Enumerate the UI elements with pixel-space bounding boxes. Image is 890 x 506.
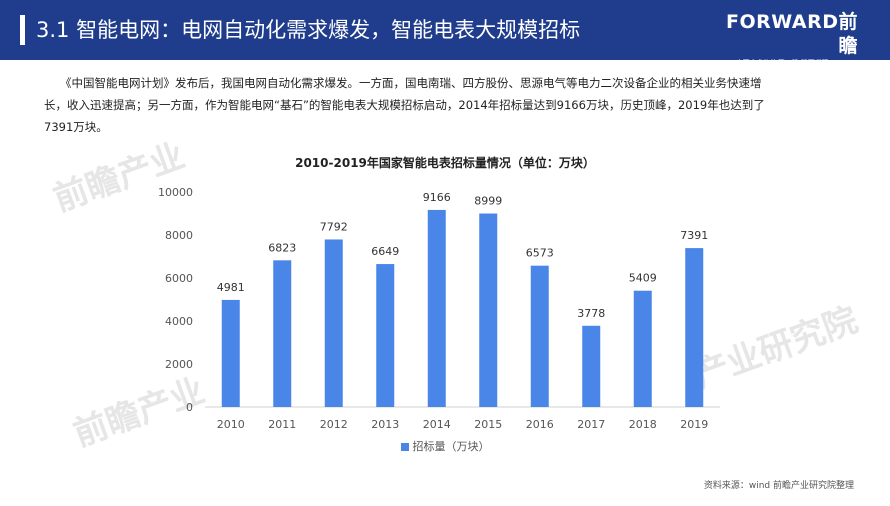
data-label-2019: 7391 (680, 229, 708, 242)
legend-label: 招标量（万块） (412, 440, 490, 453)
brand-logo: FORWARD前瞻 中国产业咨询第一股 股票代码:839599 (708, 10, 858, 68)
y-tick-label-2: 4000 (165, 315, 193, 328)
bar-2013 (376, 264, 395, 407)
intro-line-1: 《中国智能电网计划》发布后，我国电网自动化需求爆发。一方面，国电南瑞、四方股份、… (60, 76, 762, 90)
x-tick-label-2014: 2014 (423, 418, 451, 431)
data-label-2014: 9166 (423, 191, 451, 204)
logo-subtitle: 中国产业咨询第一股 股票代码:839599 (735, 59, 858, 67)
x-tick-label-2019: 2019 (680, 418, 708, 431)
bar-2015 (479, 213, 498, 407)
bar-2011 (273, 260, 292, 407)
y-tick-label-4: 8000 (165, 229, 193, 242)
bar-2014 (427, 209, 446, 407)
bar-2016 (530, 265, 549, 407)
x-tick-label-2013: 2013 (371, 418, 399, 431)
bar-2019 (685, 248, 704, 407)
data-label-2016: 6573 (526, 247, 554, 260)
bar-2018 (633, 290, 652, 407)
source-note: 资料来源：wind 前瞻产业研究院整理 (703, 481, 854, 491)
data-label-2011: 6823 (268, 241, 296, 254)
header-bar: 3.1 智能电网：电网自动化需求爆发，智能电表大规模招标 FORWARD前瞻 中… (0, 0, 890, 67)
logo-text: FORWARD前瞻 (726, 11, 858, 57)
x-tick-label-2011: 2011 (268, 418, 296, 431)
intro-line-2: 长，收入迅速提高；另一方面，作为智能电网“基石”的智能电表大规模招标启动，201… (44, 98, 765, 112)
x-tick-label-2012: 2012 (320, 418, 348, 431)
legend-swatch (400, 443, 409, 451)
x-tick-label-2015: 2015 (474, 418, 502, 431)
data-label-2010: 4981 (217, 281, 245, 294)
x-tick-label-2016: 2016 (526, 418, 554, 431)
intro-paragraph: 《中国智能电网计划》发布后，我国电网自动化需求爆发。一方面，国电南瑞、四方股份、… (44, 72, 854, 138)
bar-2012 (324, 239, 343, 407)
header-accent-bar (20, 15, 25, 45)
y-tick-label-1: 2000 (165, 358, 193, 371)
page-title: 3.1 智能电网：电网自动化需求爆发，智能电表大规模招标 (36, 18, 581, 42)
x-tick-label-2018: 2018 (629, 418, 657, 431)
y-tick-label-3: 6000 (165, 272, 193, 285)
data-label-2015: 8999 (474, 195, 502, 208)
data-label-2012: 7792 (320, 220, 348, 233)
bar-2017 (582, 325, 601, 407)
data-label-2018: 5409 (629, 272, 657, 285)
chart-legend: 招标量（万块） (0, 438, 890, 454)
bar-2010 (221, 299, 240, 407)
x-tick-label-2017: 2017 (577, 418, 605, 431)
chart-title: 2010-2019年国家智能电表招标量情况（单位：万块） (295, 156, 595, 170)
data-label-2013: 6649 (371, 245, 399, 258)
y-tick-label-5: 10000 (158, 186, 193, 199)
intro-line-3: 7391万块。 (44, 120, 108, 134)
x-tick-label-2010: 2010 (217, 418, 245, 431)
data-label-2017: 3778 (577, 307, 605, 320)
y-tick-label-0: 0 (186, 401, 193, 414)
